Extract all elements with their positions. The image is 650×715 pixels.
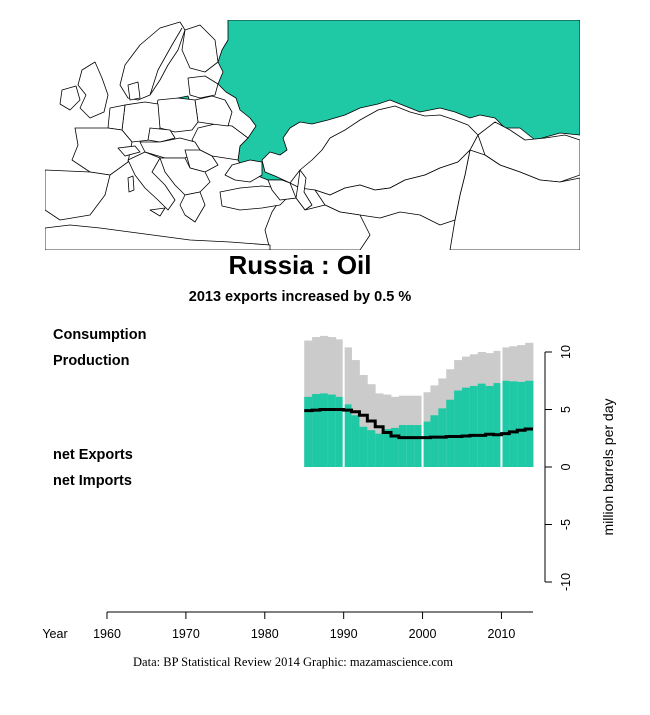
net-exports-bar-1999 (414, 425, 423, 467)
central-asia-outline (314, 149, 471, 226)
net-exports-bar-2013 (525, 380, 534, 467)
iberia-outline (45, 169, 111, 221)
russia-region (217, 20, 580, 184)
production-bar-1992 (359, 375, 368, 467)
sweden-divide (149, 27, 183, 96)
belarus-outline (194, 95, 233, 127)
net-exports-bar-1989 (335, 396, 345, 467)
ireland-outline (59, 85, 81, 111)
credit-line: Data: BP Statistical Review 2014 Graphic… (133, 655, 453, 669)
caucasus-outline (267, 179, 297, 201)
net-exports-bar-1996 (391, 427, 400, 467)
net-exports-bar-2001 (430, 415, 439, 467)
iran-outline (264, 197, 371, 250)
net-exports-bar-1987 (320, 393, 329, 467)
net-exports-bar-2000 (422, 421, 431, 467)
consumption-layer (304, 408, 533, 440)
y-tick-label: 10 (559, 345, 573, 359)
denmark-outline (127, 81, 141, 101)
net-exports-bar-1998 (406, 425, 416, 467)
turkey-outline (219, 185, 291, 211)
x-tick-label: 2000 (409, 627, 437, 641)
net-exports-bar-2012 (517, 381, 526, 467)
net-exports-bar-1994 (375, 433, 384, 467)
chart-subtitle: 2013 exports increased by 0.5 % (189, 289, 412, 305)
europe-map (45, 20, 580, 250)
net-exports-bar-1988 (327, 394, 337, 467)
net-exports-bar-1991 (351, 415, 360, 467)
legend-consumption: Consumption (53, 327, 146, 343)
y-axis: 10 5 0 -5 -10 (544, 345, 573, 591)
y-tick-label: -10 (559, 573, 573, 591)
legend-net-exports: net Exports (53, 447, 133, 463)
y-axis-label: million barrels per day (600, 399, 616, 536)
x-tick-label: 1990 (330, 627, 358, 641)
switzerland-outline (117, 145, 141, 157)
net-exports-bar-2009 (493, 383, 502, 467)
plot-area (304, 335, 534, 467)
production-bar-1994 (375, 393, 384, 467)
net-exports-bar-1986 (312, 393, 321, 467)
x-tick-label: 1970 (172, 627, 200, 641)
britain-outline (77, 61, 109, 119)
chart-title: Russia : Oil (228, 250, 371, 280)
finland-outline (181, 24, 219, 73)
scandinavia-outline (119, 21, 186, 101)
y-tick-label: 5 (559, 406, 573, 413)
legend-net-imports: net Imports (53, 473, 132, 489)
caspian-sea (295, 169, 313, 211)
baltics-outline (187, 75, 219, 99)
year-gridlines (342, 334, 503, 467)
north-africa-outline (45, 224, 271, 250)
net-exports-bar-2004 (454, 390, 463, 467)
x-axis-label: Year (42, 627, 67, 641)
x-tick-label: 2010 (488, 627, 516, 641)
net-exports-bar-2011 (509, 381, 518, 467)
x-axis: 1960 1970 1980 1990 2000 2010 (93, 611, 533, 641)
x-tick-label: 1980 (251, 627, 279, 641)
net-exports-bar-1997 (398, 425, 408, 467)
france-outline (71, 127, 133, 176)
y-tick-label: 0 (559, 463, 573, 470)
black-sea (224, 159, 263, 183)
net-exports-bar-2010 (501, 380, 510, 467)
net-exports-bar-2003 (446, 399, 455, 467)
corsica-outline (127, 175, 135, 193)
net-exports-bar-1993 (367, 430, 376, 467)
czech-outline (147, 127, 176, 143)
net-exports-bar-1992 (359, 426, 368, 467)
balkans-outline (159, 157, 211, 196)
x-tick-label: 1960 (93, 627, 121, 641)
italy-outline (127, 151, 176, 211)
net-exports-bar-2005 (462, 387, 471, 467)
y-tick-label: -5 (559, 519, 573, 530)
net-exports-bar-1990 (343, 404, 352, 467)
net-exports-bar-2007 (477, 383, 487, 467)
production-bar-1993 (367, 384, 376, 467)
greece-outline (179, 191, 206, 223)
net-exports-bar-2006 (469, 385, 479, 467)
net-exports-bar-2008 (485, 385, 494, 467)
legend-production: Production (53, 353, 130, 369)
net-exports-bar-1985 (304, 396, 313, 467)
consumption-line (304, 408, 533, 440)
production-bar-1991 (351, 360, 360, 467)
sicily-outline (149, 207, 166, 217)
net-exports-bar-1995 (383, 429, 392, 467)
